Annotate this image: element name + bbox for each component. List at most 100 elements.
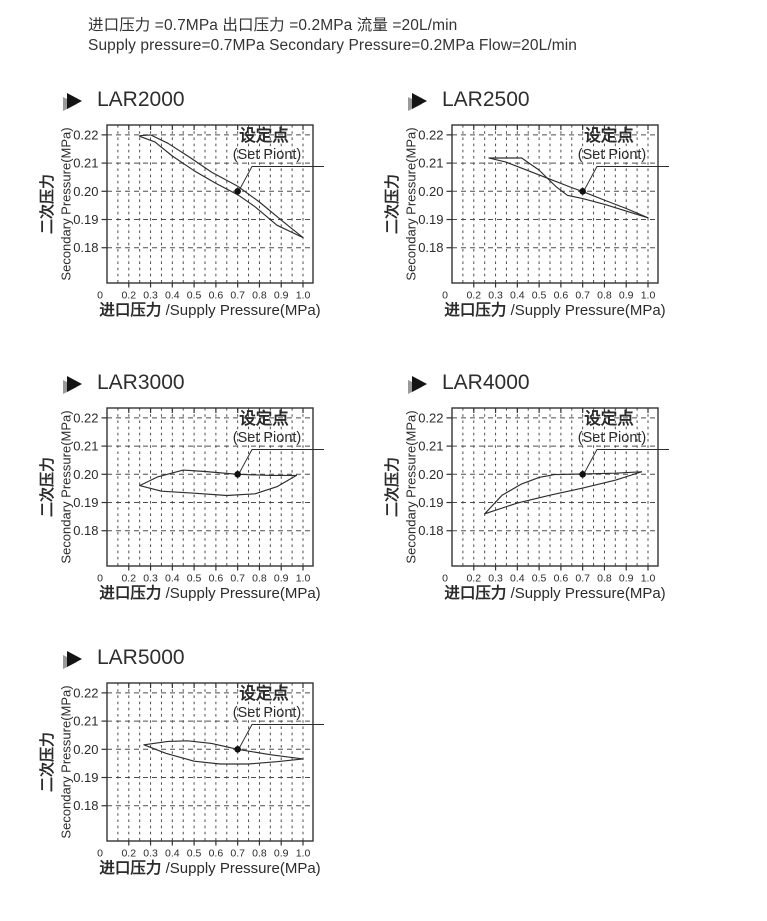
chart-title-label: LAR2500 bbox=[442, 88, 530, 111]
curve-branch-lower bbox=[488, 157, 649, 219]
y-axis-label-en: Secondary Pressure(MPa) bbox=[404, 410, 419, 563]
chart-title-label: LAR3000 bbox=[97, 371, 185, 394]
x-tick-label: 0.7 bbox=[230, 848, 245, 860]
triangle-bullet-icon bbox=[63, 374, 83, 394]
x-tick-label: 0 bbox=[442, 573, 448, 585]
x-axis-label-en: /Supply Pressure(MPa) bbox=[166, 860, 321, 877]
y-tick-label: 0.19 bbox=[73, 770, 98, 785]
chart-lar2000: LAR2000 0.22 0.21 0.20 0.19 0.18 0 0.2 0.3 0.4 0.… bbox=[35, 85, 380, 323]
chart-canvas: 0.22 0.21 0.20 0.19 0.18 0 0.2 0.3 0.4 0.5 0.6 0.7 0… bbox=[35, 677, 380, 881]
y-tick-label: 0.22 bbox=[73, 127, 98, 142]
y-tick-label: 0.21 bbox=[73, 714, 98, 729]
chart-canvas: 0.22 0.21 0.20 0.19 0.18 0 0.2 0.3 0.4 0.5 0.6 0.7 0… bbox=[35, 402, 380, 606]
y-tick-label: 0.21 bbox=[418, 156, 443, 171]
set-point-leader-line bbox=[239, 166, 324, 190]
plot-frame bbox=[451, 124, 659, 284]
x-tick-label: 0.8 bbox=[597, 573, 612, 585]
set-point-dot bbox=[234, 471, 241, 478]
x-axis-label-cn: 进口压力 bbox=[99, 858, 165, 877]
set-point-label-cn: 设定点 bbox=[239, 408, 289, 428]
x-tick-label: 0.2 bbox=[466, 290, 481, 302]
grid-vertical bbox=[462, 408, 649, 566]
chart-title: LAR5000 bbox=[35, 643, 380, 673]
x-tick-label: 0.9 bbox=[619, 290, 634, 302]
curve-branch-lower bbox=[143, 744, 304, 765]
set-point-leader-line bbox=[584, 166, 669, 190]
plot-frame bbox=[106, 682, 314, 842]
chart-title-label: LAR5000 bbox=[97, 646, 185, 669]
axis-ticks bbox=[101, 125, 304, 288]
curve-branch-upper bbox=[143, 740, 304, 760]
chart-title: LAR2000 bbox=[35, 85, 380, 115]
triangle-bullet-icon bbox=[63, 91, 83, 111]
set-point-leader-line bbox=[584, 449, 669, 473]
chart-lar5000: LAR5000 0.22 0.21 0.20 0.19 0.18 0 0.2 0.3 0.4 0.… bbox=[35, 643, 380, 881]
x-tick-label: 0.5 bbox=[532, 290, 547, 302]
axis-ticks bbox=[446, 408, 649, 571]
y-tick-label: 0.19 bbox=[418, 212, 443, 227]
y-axis-label-cn: 二次压力 bbox=[383, 174, 401, 234]
x-tick-label: 0.7 bbox=[230, 573, 245, 585]
x-axis-label: 进口压力 /Supply Pressure(MPa) bbox=[444, 583, 665, 602]
chart-title: LAR4000 bbox=[380, 368, 725, 398]
x-tick-label: 0.9 bbox=[274, 573, 289, 585]
x-tick-label: 0.4 bbox=[510, 290, 525, 302]
y-tick-label: 0.22 bbox=[73, 685, 98, 700]
x-tick-label: 0.4 bbox=[165, 290, 180, 302]
y-tick-label: 0.22 bbox=[73, 410, 98, 425]
x-tick-label: 0.6 bbox=[209, 290, 224, 302]
x-axis-label: 进口压力 /Supply Pressure(MPa) bbox=[99, 300, 320, 319]
triangle-bullet-icon bbox=[63, 649, 83, 669]
chart-title: LAR2500 bbox=[380, 85, 725, 115]
header-line-en: Supply pressure=0.7MPa Secondary Pressur… bbox=[88, 37, 578, 54]
set-point-label-cn: 设定点 bbox=[239, 683, 289, 703]
y-axis-label-cn: 二次压力 bbox=[38, 174, 56, 234]
grid-horizontal bbox=[107, 417, 313, 532]
set-point-dot bbox=[579, 471, 586, 478]
x-axis-label-cn: 进口压力 bbox=[99, 300, 165, 319]
x-tick-label: 0.5 bbox=[532, 573, 547, 585]
x-axis-label-cn: 进口压力 bbox=[444, 300, 510, 319]
x-axis-label: 进口压力 /Supply Pressure(MPa) bbox=[99, 858, 320, 877]
chart-title: LAR3000 bbox=[35, 368, 380, 398]
y-tick-label: 0.19 bbox=[73, 212, 98, 227]
set-point-label-en: (Set Piont) bbox=[578, 147, 647, 163]
chart-plot: 0.22 0.21 0.20 0.19 0.18 0 0.2 0.3 0.4 0.5 0.6 0.7 0… bbox=[383, 124, 669, 319]
y-tick-label: 0.22 bbox=[418, 127, 443, 142]
y-axis-label-cn: 二次压力 bbox=[383, 457, 401, 517]
y-tick-label: 0.20 bbox=[73, 184, 98, 199]
grid-vertical bbox=[117, 408, 304, 566]
chart-title-label: LAR4000 bbox=[442, 371, 530, 394]
x-axis-label-cn: 进口压力 bbox=[444, 583, 510, 602]
set-point-label-en: (Set Piont) bbox=[233, 705, 302, 721]
y-tick-label: 0.19 bbox=[73, 495, 98, 510]
chart-plot: 0.22 0.21 0.20 0.19 0.18 0 0.2 0.3 0.4 0.5 0.6 0.7 0… bbox=[38, 682, 324, 877]
axis-ticks bbox=[101, 683, 304, 846]
x-tick-label: 1.0 bbox=[296, 290, 311, 302]
y-tick-label: 0.21 bbox=[418, 439, 443, 454]
y-tick-label: 0.18 bbox=[73, 240, 98, 255]
x-tick-label: 0.6 bbox=[209, 573, 224, 585]
curve-branch-upper bbox=[488, 157, 649, 219]
grid-vertical bbox=[462, 125, 649, 283]
x-tick-label: 0.3 bbox=[143, 290, 158, 302]
set-point-dot bbox=[234, 746, 241, 753]
set-point-dot bbox=[579, 188, 586, 195]
y-tick-label: 0.22 bbox=[418, 410, 443, 425]
y-axis-label-en: Secondary Pressure(MPa) bbox=[404, 127, 419, 280]
x-tick-label: 0.5 bbox=[187, 290, 202, 302]
chart-lar4000: LAR4000 0.22 0.21 0.20 0.19 0.18 0 0.2 0.3 0.4 0.… bbox=[380, 368, 725, 606]
x-tick-label: 0.6 bbox=[209, 848, 224, 860]
x-tick-label: 0.9 bbox=[619, 573, 634, 585]
x-tick-label: 0.9 bbox=[274, 290, 289, 302]
x-axis-label: 进口压力 /Supply Pressure(MPa) bbox=[444, 300, 665, 319]
header: 进口压力 =0.7MPa 出口压力 =0.2MPa 流量 =20L/min Su… bbox=[88, 16, 577, 56]
y-tick-label: 0.18 bbox=[418, 523, 443, 538]
x-tick-label: 0.3 bbox=[488, 573, 503, 585]
y-tick-label: 0.20 bbox=[73, 742, 98, 757]
axis-ticks bbox=[101, 408, 304, 571]
x-tick-label: 0.8 bbox=[252, 290, 267, 302]
y-tick-label: 0.18 bbox=[73, 523, 98, 538]
x-tick-label: 0.3 bbox=[143, 573, 158, 585]
x-tick-label: 1.0 bbox=[296, 573, 311, 585]
